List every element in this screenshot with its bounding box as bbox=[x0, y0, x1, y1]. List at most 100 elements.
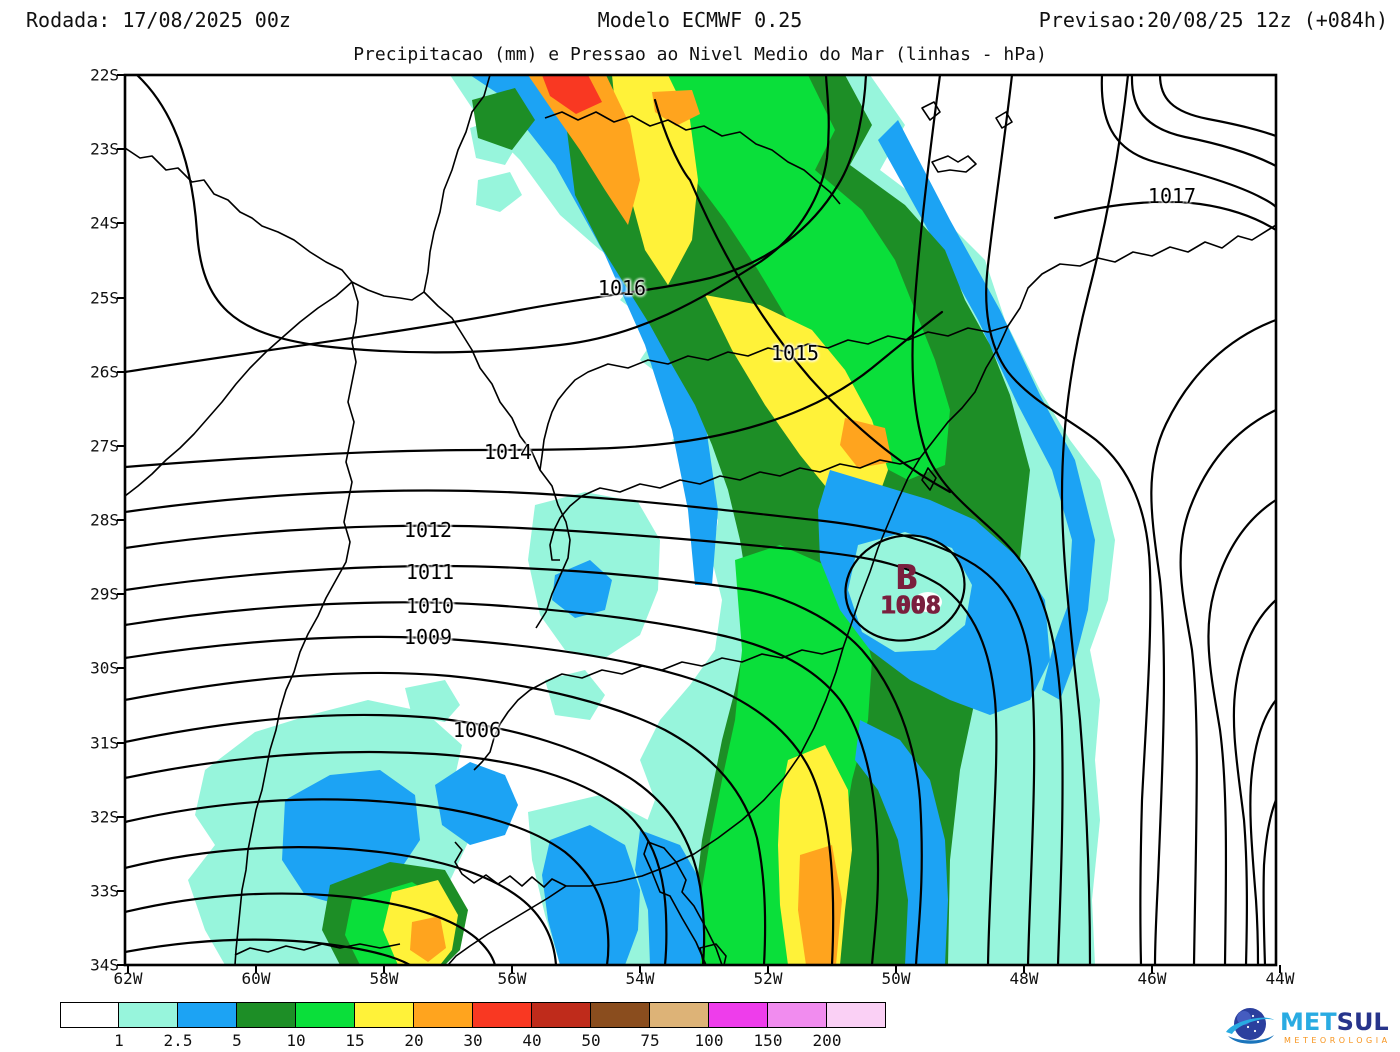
low-pressure-value: 1008 bbox=[879, 590, 941, 620]
legend-value: 20 bbox=[404, 1031, 424, 1050]
lat-label: 30S bbox=[90, 658, 119, 678]
lon-label: 62W bbox=[113, 969, 143, 988]
lon-label: 48W bbox=[1009, 969, 1039, 988]
border-paraguay-river bbox=[125, 147, 425, 301]
model-label: Modelo ECMWF 0.25 bbox=[597, 8, 803, 32]
legend-cell bbox=[60, 1002, 119, 1028]
legend-value: 50 bbox=[581, 1031, 601, 1050]
low-pressure-symbol: B bbox=[895, 558, 917, 598]
legend-value: 100 bbox=[694, 1031, 724, 1050]
legend-value: 2.5 bbox=[163, 1031, 193, 1050]
legend-value: 150 bbox=[753, 1031, 783, 1050]
lat-tick bbox=[117, 519, 125, 521]
legend-cell bbox=[591, 1002, 650, 1028]
lat-tick bbox=[117, 889, 125, 892]
lat-tick bbox=[117, 74, 125, 76]
lat-label: 23S bbox=[90, 139, 119, 159]
lat-label: 31S bbox=[90, 733, 119, 752]
lon-label: 50W bbox=[881, 969, 911, 988]
legend-cell bbox=[473, 1002, 532, 1028]
legend-cell bbox=[827, 1002, 886, 1028]
lat-tick bbox=[117, 222, 125, 225]
lon-tick bbox=[255, 965, 257, 973]
lat-label: 26S bbox=[90, 362, 119, 382]
island bbox=[921, 467, 937, 491]
lon-tick bbox=[511, 965, 513, 973]
border-river-south bbox=[234, 281, 359, 965]
lon-tick bbox=[767, 965, 769, 973]
lon-tick bbox=[639, 965, 641, 973]
lagoa-dos-patos bbox=[643, 841, 723, 965]
lon-tick bbox=[127, 965, 129, 973]
legend-value: 75 bbox=[640, 1031, 660, 1050]
border-sp-mg bbox=[544, 111, 841, 205]
legend-cell bbox=[178, 1002, 237, 1028]
lon-tick bbox=[1279, 965, 1281, 973]
isobar-label: 1015 bbox=[770, 341, 820, 365]
isobar-label: 1017 bbox=[1147, 184, 1197, 208]
legend-value: 10 bbox=[286, 1031, 306, 1050]
isobar-label: 1009 bbox=[403, 625, 453, 649]
lat-tick bbox=[117, 296, 125, 299]
lon-label: 52W bbox=[753, 969, 783, 988]
border-argentina bbox=[125, 281, 353, 497]
legend-cell bbox=[119, 1002, 178, 1028]
lagoa-mirim bbox=[699, 943, 727, 965]
lon-tick bbox=[383, 965, 385, 973]
legend-cell bbox=[237, 1002, 296, 1028]
legend-value: 15 bbox=[345, 1031, 365, 1050]
lon-label: 58W bbox=[369, 969, 399, 988]
map-frame bbox=[123, 73, 1278, 967]
lat-tick bbox=[117, 148, 125, 151]
isobar-label: 1011 bbox=[405, 560, 455, 584]
precip-legend bbox=[60, 1002, 886, 1028]
lat-label: 28S bbox=[90, 510, 119, 530]
legend-cell bbox=[709, 1002, 768, 1028]
lon-label: 56W bbox=[497, 969, 527, 988]
legend-cell bbox=[355, 1002, 414, 1028]
lat-tick bbox=[117, 741, 125, 744]
isobar-label: 1012 bbox=[403, 518, 453, 542]
lon-label: 60W bbox=[241, 969, 271, 988]
isobar-label: 1014 bbox=[483, 440, 533, 464]
metsul-logo: METSUL METEOROLOGIA bbox=[1226, 1008, 1390, 1045]
logo-wave bbox=[1228, 1035, 1274, 1044]
lagoon-north-shore bbox=[454, 841, 567, 888]
lat-tick bbox=[117, 667, 125, 670]
coastline-borders-layer bbox=[125, 75, 1276, 965]
legend-cell bbox=[414, 1002, 473, 1028]
legend-value: 5 bbox=[232, 1031, 242, 1050]
legend-cell bbox=[768, 1002, 827, 1028]
lat-label: 24S bbox=[90, 213, 119, 233]
lat-label: 27S bbox=[90, 436, 119, 456]
logo-text-met: MET bbox=[1280, 1008, 1337, 1036]
lon-label: 46W bbox=[1137, 969, 1167, 988]
border-pr-sc bbox=[549, 457, 921, 561]
map-title: Precipitacao (mm) e Pressao ao Nivel Med… bbox=[353, 44, 1047, 65]
lon-tick bbox=[1023, 965, 1025, 973]
forecast-valid-label: Previsao:20/08/25 12z (+084h) bbox=[1038, 8, 1388, 32]
logo-text-sul: SUL bbox=[1337, 1008, 1389, 1036]
legend-cell bbox=[296, 1002, 355, 1028]
precipitation-layer bbox=[188, 75, 1115, 965]
logo-subtitle: METEOROLOGIA bbox=[1284, 1036, 1390, 1045]
legend-value: 1 bbox=[114, 1031, 124, 1050]
run-label: Rodada: 17/08/2025 00z bbox=[26, 8, 291, 32]
lat-tick bbox=[117, 444, 125, 447]
legend-value: 200 bbox=[812, 1031, 842, 1050]
lon-tick bbox=[895, 965, 897, 973]
isobar-label: 1010 bbox=[405, 594, 455, 618]
lat-tick bbox=[117, 815, 125, 818]
lat-label: 29S bbox=[90, 584, 119, 604]
lat-tick bbox=[117, 593, 125, 596]
lat-label: 25S bbox=[90, 288, 119, 307]
coastline bbox=[447, 224, 1276, 965]
isobar-label: 1006 bbox=[452, 718, 502, 742]
lat-tick bbox=[117, 964, 125, 966]
border-sc-rs bbox=[473, 647, 844, 771]
legend-value: 30 bbox=[463, 1031, 483, 1050]
border-rs-uy bbox=[234, 943, 401, 956]
isobars-layer bbox=[125, 75, 1276, 965]
